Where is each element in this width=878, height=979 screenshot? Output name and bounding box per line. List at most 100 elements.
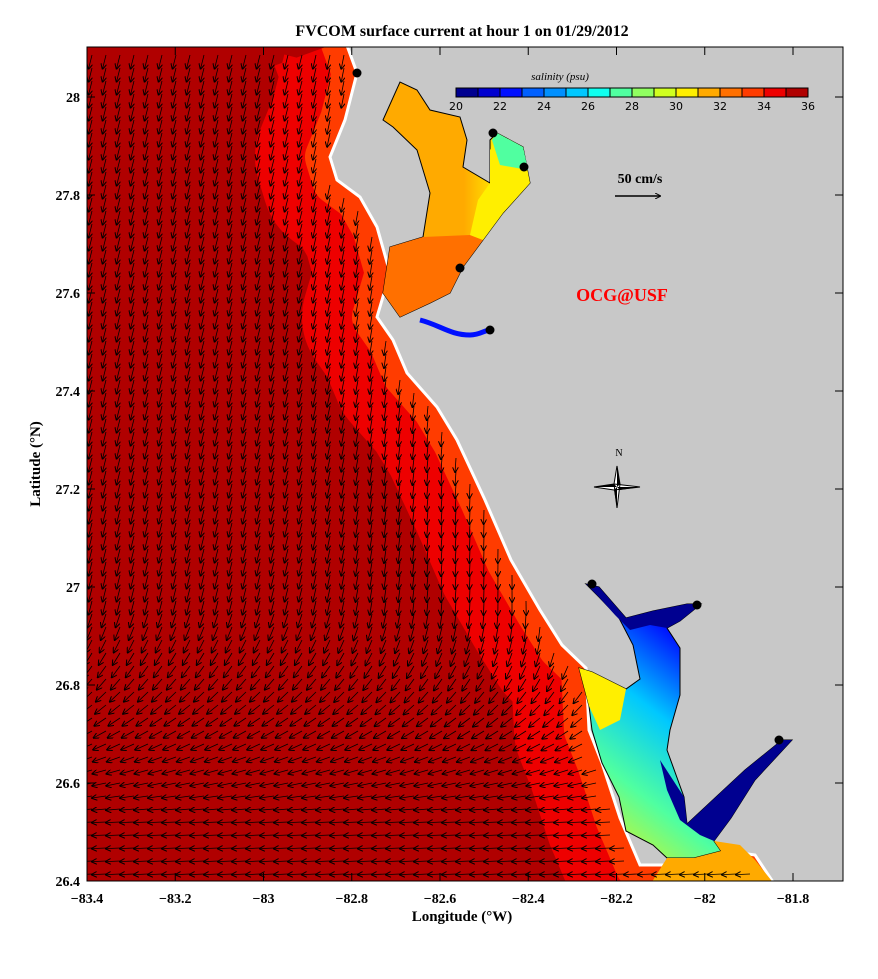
current-vector [271,457,274,472]
current-vector [341,197,344,212]
current-vector [313,106,316,121]
current-vector [299,106,302,121]
current-vector [285,80,288,95]
current-vector [257,288,260,303]
current-vector [370,470,372,485]
current-vector [257,431,260,446]
current-vector [412,431,414,446]
current-vector [117,353,120,368]
current-vector [356,314,359,329]
current-vector [201,483,204,498]
current-vector [229,262,232,277]
current-vector [131,340,134,355]
y-tick-label: 28 [66,91,80,106]
current-vector [412,392,414,407]
current-vector [187,262,190,277]
current-vector [370,288,372,303]
current-vector [243,457,246,472]
x-tick-label: −82.6 [424,892,456,907]
current-vector [173,132,176,147]
current-vector [187,249,190,264]
current-vector [327,288,330,303]
current-vector [299,327,302,342]
current-vector [215,444,218,459]
current-vector [103,457,106,472]
current-vector [173,379,176,394]
current-vector [145,132,148,147]
current-vector [201,288,204,303]
current-vector [327,223,330,238]
current-vector [145,405,148,420]
current-vector [159,353,162,368]
current-vector [285,496,288,511]
current-vector [313,301,316,316]
current-vector [327,457,330,472]
current-vector [145,288,148,303]
current-vector [427,483,428,498]
current-vector [131,327,134,342]
current-vector [215,249,218,264]
gauge-station-dot [692,600,702,610]
current-vector [229,275,232,290]
current-vector [229,132,232,147]
current-vector [299,301,302,316]
colorbar-swatch [697,87,721,98]
current-vector [117,275,120,290]
current-vector [341,431,344,446]
current-vector [257,145,260,160]
current-vector [313,392,316,407]
current-vector [271,158,274,173]
current-vector [313,119,316,134]
current-vector [327,353,330,368]
current-vector [327,236,330,251]
current-vector [215,379,218,394]
current-vector [215,431,218,446]
current-vector [327,496,330,511]
plot-title: FVCOM surface current at hour 1 on 01/29… [295,23,628,40]
current-vector [271,54,274,69]
current-vector [215,262,218,277]
current-vector [271,67,274,82]
current-vector [173,119,176,134]
current-vector [243,405,246,420]
current-vector [243,379,246,394]
current-vector [441,470,442,485]
current-vector [201,431,204,446]
current-vector [201,353,204,368]
current-vector [201,106,204,121]
current-vector [145,301,148,316]
current-vector [103,405,106,420]
current-vector [313,444,316,459]
current-vector [187,236,190,251]
current-vector [285,418,288,433]
current-vector [299,483,302,498]
current-vector [187,301,190,316]
current-vector [327,431,330,446]
current-vector [243,327,246,342]
colorbar-tick-label: 24 [537,100,551,113]
current-vector [243,171,246,186]
current-vector [341,262,344,277]
current-vector [145,431,148,446]
current-vector [412,483,414,498]
current-vector [313,288,316,303]
current-vector [145,93,148,108]
colorbar-tick-label: 20 [449,100,463,113]
current-vector [299,171,302,186]
current-vector [159,106,162,121]
current-vector [412,457,414,472]
current-vector [243,223,246,238]
current-vector [341,223,344,238]
hillsborough-upper [492,133,528,170]
current-vector [117,431,120,446]
current-vector [384,444,386,459]
current-vector [201,444,204,459]
current-vector [145,275,148,290]
colorbar-swatch [675,87,699,98]
current-vector [201,54,204,69]
current-vector [341,67,344,82]
current-vector [257,119,260,134]
current-vector [356,353,359,368]
colorbar-swatch [543,87,567,98]
current-vector [257,353,260,368]
